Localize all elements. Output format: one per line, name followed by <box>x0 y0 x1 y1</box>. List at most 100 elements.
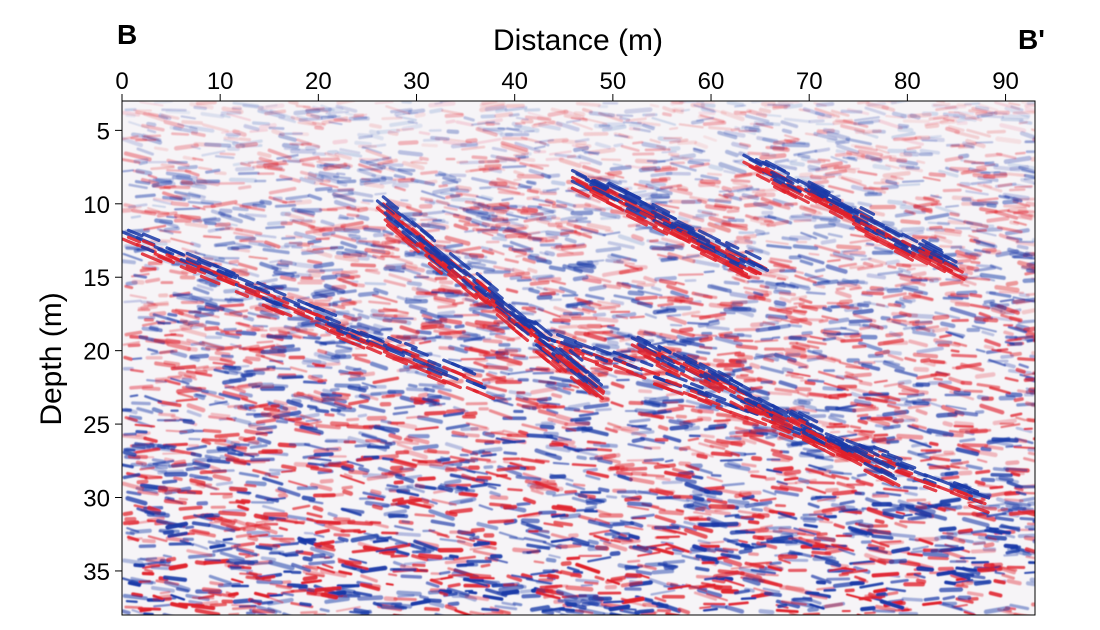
wavelet-stroke <box>950 349 960 353</box>
wavelet-stroke <box>163 226 180 232</box>
wavelet-stroke <box>774 158 790 164</box>
wavelet-stroke <box>366 473 394 481</box>
wavelet-stroke <box>791 537 813 548</box>
wavelet-stroke <box>221 508 248 513</box>
wavelet-stroke <box>667 255 679 261</box>
wavelet-stroke <box>691 119 705 125</box>
wavelet-stroke <box>286 399 304 408</box>
wavelet-stroke <box>559 513 582 520</box>
wavelet-stroke <box>658 424 669 431</box>
wavelet-stroke <box>953 111 975 115</box>
wavelet-stroke <box>849 580 865 586</box>
wavelet-stroke <box>794 274 817 284</box>
wavelet-stroke <box>694 566 710 572</box>
wavelet-stroke <box>284 212 305 221</box>
wavelet-stroke <box>143 436 158 443</box>
wavelet-stroke <box>895 263 912 268</box>
wavelet-stroke <box>394 474 415 484</box>
wavelet-stroke <box>565 482 586 491</box>
wavelet-stroke <box>153 101 174 104</box>
wavelet-stroke <box>886 318 902 325</box>
wavelet-stroke <box>298 116 323 122</box>
wavelet-stroke <box>197 166 213 171</box>
wavelet-stroke <box>774 489 799 497</box>
wavelet-stroke <box>832 581 854 589</box>
wavelet-stroke <box>768 272 789 280</box>
wavelet-stroke <box>652 158 673 165</box>
wavelet-stroke <box>953 341 968 348</box>
radargram-image <box>122 101 1035 615</box>
wavelet-stroke <box>606 325 620 331</box>
wavelet-stroke <box>817 114 835 120</box>
wavelet-stroke <box>1005 280 1019 287</box>
wavelet-stroke <box>137 490 159 496</box>
wavelet-stroke <box>576 455 587 461</box>
wavelet-stroke <box>587 259 605 263</box>
wavelet-stroke <box>167 531 189 538</box>
wavelet-stroke <box>488 248 505 256</box>
wavelet-stroke <box>460 357 486 361</box>
wavelet-stroke <box>810 574 832 584</box>
wavelet-stroke <box>246 530 271 536</box>
wavelet-stroke <box>727 499 750 505</box>
wavelet-stroke <box>976 197 999 202</box>
wavelet-stroke <box>310 466 333 473</box>
wavelet-stroke <box>850 144 874 149</box>
wavelet-stroke <box>143 134 162 138</box>
wavelet-stroke <box>979 272 1006 280</box>
wavelet-stroke <box>529 187 542 193</box>
wavelet-stroke <box>324 596 350 604</box>
wavelet-stroke <box>643 275 658 284</box>
wavelet-stroke <box>140 303 158 311</box>
wavelet-stroke <box>127 343 141 348</box>
wavelet-stroke <box>994 210 1019 220</box>
wavelet-stroke <box>384 543 411 551</box>
wavelet-stroke <box>357 291 379 297</box>
wavelet-stroke <box>793 149 818 157</box>
wavelet-stroke <box>719 458 743 462</box>
wavelet-stroke <box>444 559 470 565</box>
wavelet-stroke <box>225 457 246 463</box>
wavelet-stroke <box>379 179 397 185</box>
wavelet-stroke <box>477 118 503 126</box>
wavelet-stroke <box>219 152 236 156</box>
wavelet-stroke <box>970 260 981 265</box>
wavelet-stroke <box>565 585 594 592</box>
wavelet-stroke <box>134 193 156 199</box>
wavelet-stroke <box>503 504 518 510</box>
wavelet-stroke <box>309 482 333 492</box>
wavelet-stroke <box>764 525 792 530</box>
wavelet-stroke <box>895 511 906 515</box>
wavelet-stroke <box>544 250 556 257</box>
wavelet-stroke <box>1017 260 1035 270</box>
wavelet-stroke <box>824 547 850 555</box>
wavelet-stroke <box>214 170 227 176</box>
wavelet-stroke <box>256 579 284 585</box>
wavelet-stroke <box>783 117 811 124</box>
wavelet-stroke <box>708 423 728 430</box>
wavelet-stroke <box>501 165 527 169</box>
wavelet-stroke <box>865 396 888 404</box>
wavelet-stroke <box>532 371 555 375</box>
wavelet-stroke <box>742 576 761 586</box>
wavelet-stroke <box>291 398 302 404</box>
wavelet-stroke <box>718 193 729 199</box>
wavelet-stroke <box>662 112 672 117</box>
wavelet-stroke <box>133 447 159 454</box>
wavelet-stroke <box>658 257 676 261</box>
wavelet-stroke <box>249 302 273 310</box>
wavelet-stroke <box>201 587 222 593</box>
wavelet-stroke <box>177 392 194 399</box>
wavelet-stroke <box>307 175 324 183</box>
wavelet-stroke <box>830 155 848 164</box>
wavelet-stroke <box>957 512 983 516</box>
wavelet-stroke <box>167 375 183 379</box>
wavelet-stroke <box>987 439 1014 448</box>
wavelet-stroke <box>509 275 523 280</box>
wavelet-stroke <box>452 555 476 561</box>
wavelet-stroke <box>981 506 998 511</box>
wavelet-stroke <box>213 241 236 248</box>
wavelet-stroke <box>587 539 599 545</box>
wavelet-stroke <box>907 112 932 119</box>
wavelet-stroke <box>248 424 274 433</box>
